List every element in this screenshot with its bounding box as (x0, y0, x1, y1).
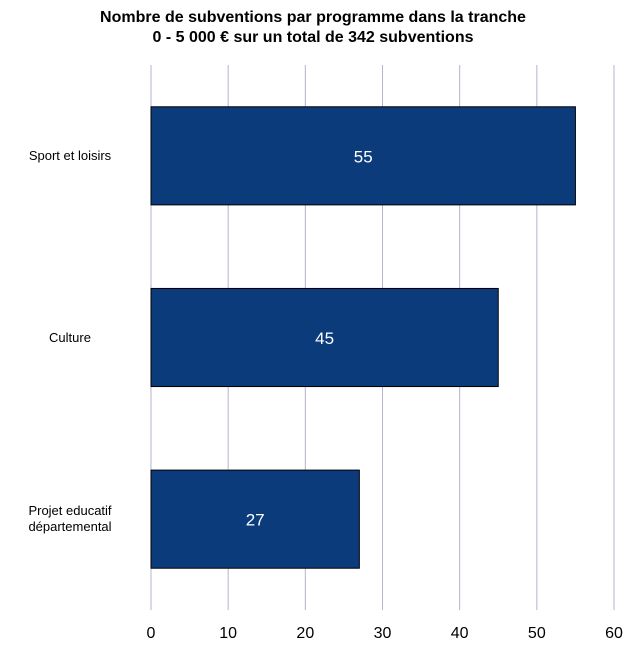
bar (150, 287, 499, 388)
x-tick-label: 40 (451, 625, 469, 642)
bar (150, 106, 576, 206)
value-label: 27 (246, 511, 265, 530)
value-label: 55 (354, 147, 373, 166)
y-tick-label: Projet educatif départemental (28, 503, 112, 535)
x-tick-label: 30 (374, 625, 392, 642)
x-tick-label: 60 (605, 625, 623, 642)
chart-title: Nombre de subventions par programme dans… (100, 9, 526, 46)
value-label: 45 (315, 329, 334, 348)
x-tick-label: 0 (147, 625, 156, 642)
x-tick-label: 20 (296, 625, 314, 642)
bar (150, 469, 360, 569)
y-tick-label: Culture (49, 329, 91, 345)
y-tick-label: Sport et loisirs (28, 147, 112, 163)
x-tick-label: 50 (528, 625, 546, 642)
x-tick-label: 10 (219, 625, 237, 642)
